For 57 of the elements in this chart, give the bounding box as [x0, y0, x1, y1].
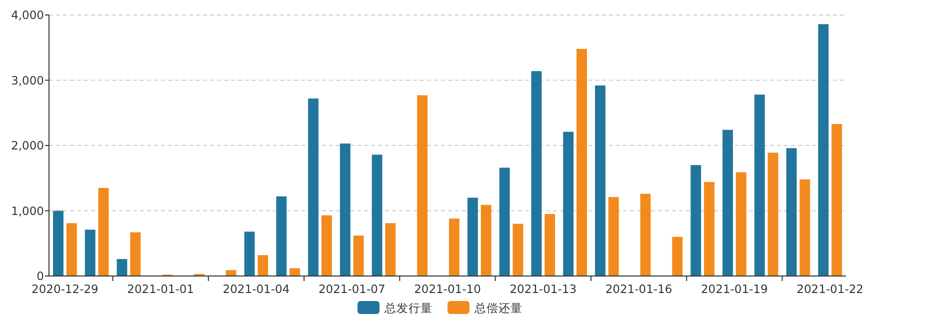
bar	[608, 197, 619, 276]
x-tick-label: 2021-01-22	[796, 282, 864, 296]
bar	[690, 165, 702, 276]
bar	[754, 94, 765, 276]
bar	[467, 198, 478, 276]
x-tick-label: 2021-01-13	[510, 282, 577, 296]
x-tick-label: 2020-12-29	[32, 282, 98, 296]
bar	[480, 204, 492, 276]
y-tick-label: 2,000	[11, 138, 44, 152]
bar	[786, 148, 797, 276]
x-tick-label: 2021-01-07	[318, 282, 386, 296]
x-tick-label: 2021-01-16	[605, 282, 672, 296]
y-tick-label: 1,000	[11, 204, 44, 218]
bar	[640, 194, 651, 276]
y-tick-label: 3,000	[11, 73, 44, 88]
bar	[258, 255, 268, 276]
y-tick-label: 0	[36, 269, 44, 283]
bar	[768, 152, 778, 276]
bar	[818, 24, 829, 276]
bar	[340, 144, 350, 276]
y-tick-label: 4,000	[11, 8, 44, 22]
bar	[722, 130, 733, 276]
bar	[499, 168, 510, 276]
legend-label: 总发行量	[384, 301, 432, 315]
x-tick-label: 2021-01-10	[414, 282, 481, 296]
bar	[800, 179, 810, 276]
bar	[116, 259, 128, 276]
x-tick-label: 2021-01-04	[222, 282, 290, 296]
bar	[66, 223, 77, 276]
bar	[308, 98, 319, 276]
bar	[130, 232, 141, 276]
bar	[53, 210, 64, 276]
bar	[321, 215, 332, 276]
legend-label: 总偿还量	[474, 301, 522, 315]
bar	[704, 182, 714, 276]
bar	[576, 48, 587, 276]
bar	[84, 230, 96, 276]
bar	[385, 223, 396, 276]
bar	[832, 124, 842, 276]
bar	[563, 132, 574, 276]
bar	[372, 154, 382, 276]
bar	[98, 188, 109, 276]
bar	[544, 214, 556, 276]
bar	[276, 196, 287, 276]
bar	[417, 95, 428, 276]
bar	[244, 232, 255, 276]
x-tick-label: 2021-01-19	[701, 282, 768, 296]
bar	[594, 85, 606, 276]
bar	[672, 236, 683, 276]
bar	[531, 71, 542, 276]
bar	[448, 218, 460, 276]
bar	[353, 236, 364, 276]
bar	[290, 268, 300, 276]
bar	[226, 270, 236, 276]
x-tick-label: 2021-01-01	[127, 282, 194, 296]
bar	[736, 172, 746, 276]
bar	[512, 224, 524, 276]
